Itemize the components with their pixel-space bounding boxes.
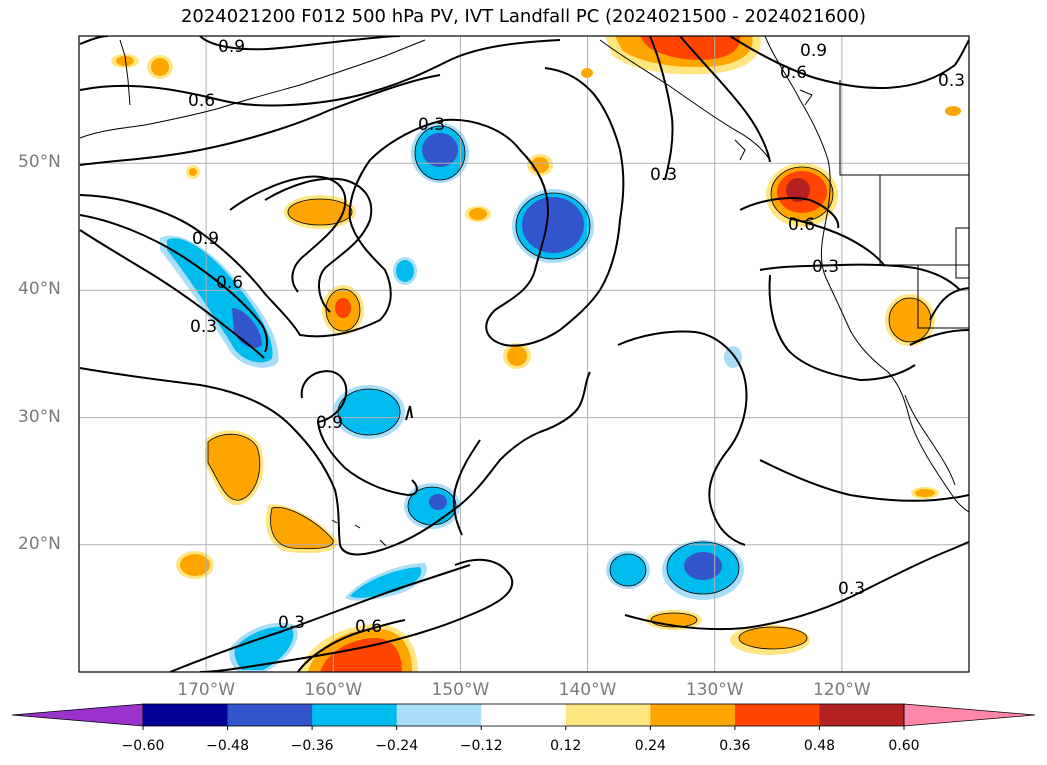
colorbar-tick-label: 0.12: [550, 738, 582, 754]
colorbar-extend-min: [11, 703, 144, 727]
negative-anomaly-misc: [229, 257, 744, 672]
colorbar-tick-label: 0.60: [888, 738, 920, 754]
contour-label: 0.3: [650, 165, 677, 185]
positive-anomaly-small: [111, 54, 961, 655]
map-title: 2024021200 F012 500 hPa PV, IVT Landfall…: [180, 6, 867, 27]
lon-tick-label: 160°W: [304, 680, 363, 700]
colorbar-segment: [312, 704, 398, 726]
pv-contour-lines: [79, 36, 969, 672]
contour-label: 0.6: [216, 273, 243, 293]
colorbar-tick-label: 0.48: [803, 738, 836, 754]
contour-label: 0.3: [838, 579, 865, 599]
colorbar-extend-max: [903, 703, 1036, 727]
colorbar-tick-label: −0.60: [121, 738, 165, 754]
colorbar-segment: [227, 704, 313, 726]
lon-tick-label: 120°W: [812, 680, 871, 700]
ivt-filled-contours: [111, 36, 961, 672]
colorbar-segment: [396, 704, 482, 726]
colorbar-segment: [734, 704, 820, 726]
lon-tick-label: 150°W: [431, 680, 490, 700]
lon-tick-label: 140°W: [558, 680, 617, 700]
lon-tick-label: 130°W: [685, 680, 744, 700]
colorbar-tick-label: −0.24: [375, 738, 419, 754]
contour-label: 0.3: [418, 115, 445, 135]
map-frame: [78, 35, 970, 673]
colorbar-segment: [650, 704, 736, 726]
contour-label: 0.9: [316, 413, 343, 433]
lat-tick-label: 30°N: [18, 406, 61, 427]
negative-anomaly-north: [411, 123, 469, 183]
colorbar-frame: [142, 703, 905, 727]
colorbar-tick-label: −0.48: [206, 738, 249, 754]
colorbar-tick-label: −0.36: [290, 738, 334, 754]
contour-label: 0.6: [788, 215, 815, 235]
negative-anomaly-central: [512, 189, 594, 263]
contour-label: 0.6: [780, 63, 807, 83]
lat-tick-label: 40°N: [18, 279, 61, 300]
contour-label: 0.9: [218, 37, 245, 57]
coastlines-and-borders: [79, 36, 969, 547]
contour-label: 0.3: [938, 71, 965, 91]
contour-label: 0.6: [355, 617, 382, 637]
lon-tick-label: 170°W: [177, 680, 236, 700]
contour-label: 0.9: [192, 229, 219, 249]
contour-label: 0.3: [278, 613, 305, 633]
colorbar-segment: [819, 704, 905, 726]
gridlines: [79, 36, 969, 672]
colorbar-segment: [143, 704, 229, 726]
lat-tick-label: 50°N: [18, 152, 61, 173]
colorbar-segment: [565, 704, 651, 726]
positive-anomaly-oregon: [766, 163, 838, 227]
contour-label: 0.6: [188, 91, 215, 111]
colorbar-tick-label: −0.12: [459, 738, 503, 754]
lat-tick-label: 20°N: [18, 533, 61, 554]
colorbar-tick-label: 0.24: [634, 738, 666, 754]
colorbar-tick-label: 0.36: [719, 738, 751, 754]
contour-label: 0.9: [800, 41, 827, 61]
colorbar-segment: [481, 704, 567, 726]
anomaly-outlines: [207, 125, 932, 650]
colorbar: [11, 703, 1036, 730]
contour-labels: 0.9 0.6 0.3 0.6 0.9 0.3 0.3 0.6 0.3 0.9 …: [188, 37, 965, 637]
contour-label: 0.3: [190, 317, 217, 337]
contour-label: 0.3: [812, 257, 839, 277]
